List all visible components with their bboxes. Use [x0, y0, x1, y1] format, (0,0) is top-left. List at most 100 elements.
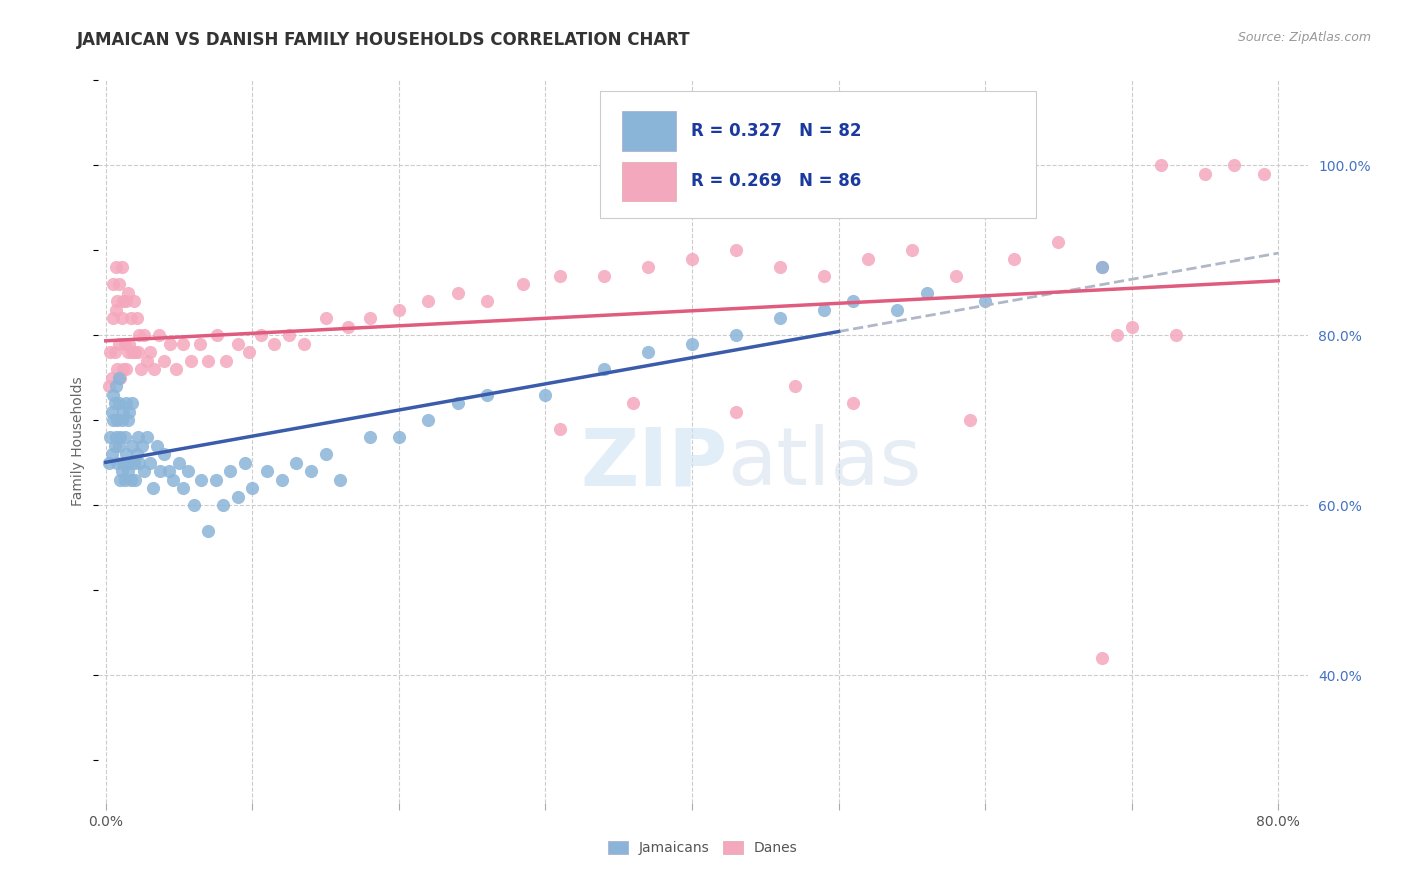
Point — [240, 481, 263, 495]
Point — [112, 456, 135, 470]
Point — [122, 294, 145, 309]
Point — [1091, 651, 1114, 665]
Point — [120, 473, 142, 487]
Point — [111, 464, 134, 478]
Point — [256, 464, 278, 478]
Point — [974, 294, 997, 309]
Point — [637, 260, 659, 275]
Point — [842, 294, 865, 309]
Point — [534, 388, 557, 402]
Point — [165, 362, 187, 376]
Point — [100, 447, 122, 461]
Point — [915, 285, 938, 300]
Point — [233, 456, 256, 470]
Point — [110, 430, 132, 444]
Point — [135, 353, 157, 368]
Point — [183, 498, 205, 512]
Point — [105, 302, 128, 317]
Point — [127, 345, 149, 359]
Point — [278, 328, 301, 343]
Point — [724, 244, 747, 258]
Point — [107, 456, 129, 470]
Point — [172, 481, 194, 495]
Point — [285, 456, 308, 470]
Point — [108, 439, 131, 453]
Point — [959, 413, 981, 427]
Point — [105, 260, 128, 275]
Point — [115, 396, 138, 410]
Point — [177, 464, 200, 478]
Point — [120, 311, 142, 326]
Point — [107, 413, 129, 427]
Point — [107, 294, 129, 309]
Point — [125, 311, 148, 326]
Text: Source: ZipAtlas.com: Source: ZipAtlas.com — [1237, 31, 1371, 45]
Point — [299, 464, 322, 478]
Point — [1121, 319, 1143, 334]
Point — [901, 244, 924, 258]
Point — [115, 447, 138, 461]
Point — [813, 302, 835, 317]
Point — [205, 328, 228, 343]
Point — [122, 456, 145, 470]
Point — [114, 430, 136, 444]
Point — [446, 396, 468, 410]
Point — [112, 362, 135, 376]
Point — [250, 328, 273, 343]
Point — [103, 345, 125, 359]
Point — [103, 396, 125, 410]
Point — [128, 456, 150, 470]
Point — [1194, 167, 1216, 181]
Point — [388, 430, 411, 444]
Point — [108, 371, 131, 385]
FancyBboxPatch shape — [621, 111, 676, 151]
Point — [142, 481, 165, 495]
Point — [593, 268, 616, 283]
Point — [115, 294, 138, 309]
Point — [108, 336, 131, 351]
Point — [101, 388, 124, 402]
FancyBboxPatch shape — [621, 161, 676, 202]
Point — [107, 362, 129, 376]
Legend: Jamaicans, Danes: Jamaicans, Danes — [603, 836, 803, 861]
Point — [98, 345, 121, 359]
Point — [769, 260, 792, 275]
Point — [446, 285, 468, 300]
Point — [681, 336, 703, 351]
Point — [117, 285, 139, 300]
Point — [132, 464, 155, 478]
Point — [270, 473, 292, 487]
Point — [1091, 260, 1114, 275]
Point — [315, 447, 337, 461]
Point — [856, 252, 879, 266]
Point — [1105, 328, 1128, 343]
Point — [153, 447, 176, 461]
Point — [97, 379, 120, 393]
Point — [212, 498, 235, 512]
Point — [215, 353, 238, 368]
Point — [548, 268, 571, 283]
Point — [226, 490, 249, 504]
Text: JAMAICAN VS DANISH FAMILY HOUSEHOLDS CORRELATION CHART: JAMAICAN VS DANISH FAMILY HOUSEHOLDS COR… — [77, 31, 690, 49]
Point — [127, 430, 149, 444]
Point — [105, 430, 128, 444]
Point — [886, 302, 908, 317]
Y-axis label: Family Households: Family Households — [72, 376, 86, 507]
Point — [105, 379, 128, 393]
Point — [121, 345, 143, 359]
Point — [1004, 252, 1026, 266]
Point — [359, 311, 381, 326]
Point — [108, 277, 131, 292]
Point — [112, 405, 135, 419]
Point — [148, 328, 170, 343]
Point — [1091, 260, 1114, 275]
Point — [512, 277, 534, 292]
Point — [1047, 235, 1070, 249]
Point — [114, 336, 136, 351]
Point — [1223, 158, 1246, 172]
Point — [813, 268, 835, 283]
Point — [111, 260, 134, 275]
Point — [238, 345, 260, 359]
Point — [125, 447, 148, 461]
Point — [111, 413, 134, 427]
